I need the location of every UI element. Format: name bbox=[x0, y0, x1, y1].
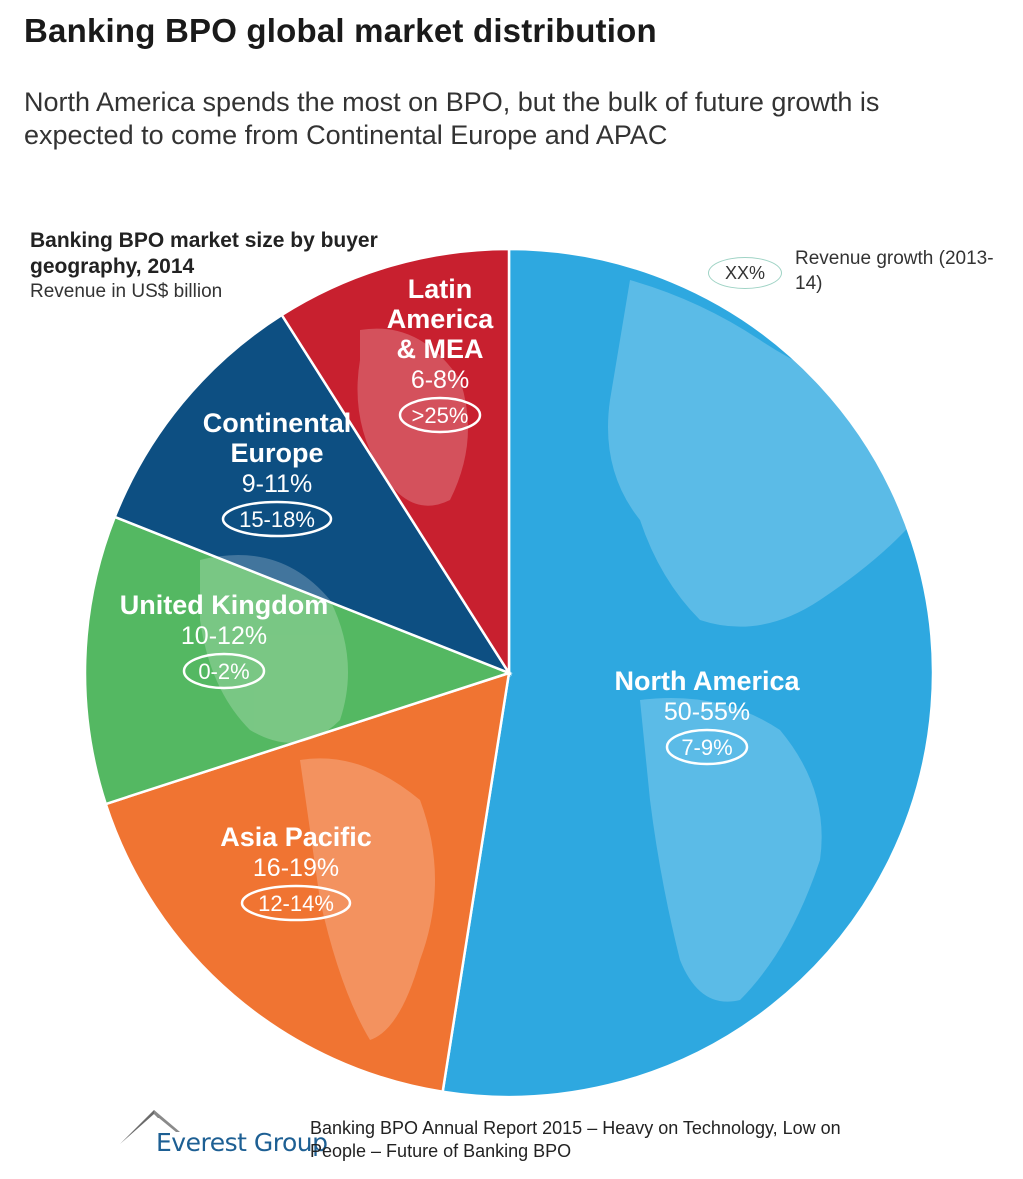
page-title: Banking BPO global market distribution bbox=[24, 12, 657, 49]
legend-label: Revenue growth (2013-14) bbox=[795, 248, 994, 294]
mountain-logo-icon bbox=[120, 1110, 180, 1144]
slice-share-label: 9-11% bbox=[242, 470, 312, 498]
pie-slice-united-kingdom bbox=[83, 515, 513, 806]
brand-logo-text: Everest Group bbox=[156, 1128, 328, 1157]
chart-caption: Banking BPO market size by buyer geograp… bbox=[30, 228, 390, 304]
chart-title: Banking BPO market size by buyer geograp… bbox=[30, 229, 378, 278]
map-landmass bbox=[640, 698, 822, 1002]
slice-share-label: 50-55% bbox=[664, 698, 750, 726]
map-landmass bbox=[357, 328, 468, 506]
legend: XX% Revenue growth (2013-14) bbox=[708, 244, 1008, 304]
growth-oval bbox=[182, 652, 266, 690]
slice-name-label: America bbox=[387, 304, 495, 334]
page-subtitle: North America spends the most on BPO, bu… bbox=[24, 87, 880, 150]
slice-name-label: Europe bbox=[230, 438, 323, 468]
growth-oval bbox=[398, 396, 482, 434]
growth-oval bbox=[665, 728, 749, 766]
legend-oval-icon bbox=[708, 257, 782, 289]
slice-growth-label: 12-14% bbox=[258, 891, 334, 916]
map-landmass bbox=[300, 758, 435, 1040]
slice-name-label: Latin bbox=[408, 274, 473, 304]
footer: Everest Group Banking BPO Annual Report … bbox=[118, 1102, 878, 1172]
slice-share-label: 16-19% bbox=[253, 854, 339, 882]
pie-slice-asia-pacific bbox=[104, 671, 511, 1094]
slice-share-label: 10-12% bbox=[181, 622, 267, 650]
slice-name-label: Asia Pacific bbox=[220, 822, 372, 852]
legend-sample: XX% bbox=[724, 263, 766, 283]
slice-growth-label: 0-2% bbox=[198, 659, 249, 684]
slice-growth-label: 7-9% bbox=[681, 735, 732, 760]
pie-slice-continental-europe bbox=[113, 313, 513, 676]
map-landmass bbox=[608, 280, 919, 627]
pie-slice-latin-america-mea bbox=[280, 247, 511, 678]
growth-oval bbox=[240, 884, 352, 922]
pie-slice-north-america bbox=[441, 247, 935, 1099]
growth-oval bbox=[221, 500, 333, 538]
chart-unit: Revenue in US$ billion bbox=[30, 281, 223, 302]
slice-name-label: Continental bbox=[203, 408, 352, 438]
slice-name-label: North America bbox=[614, 666, 800, 696]
source-note: Banking BPO Annual Report 2015 – Heavy o… bbox=[310, 1118, 841, 1161]
map-landmass bbox=[200, 555, 348, 743]
slice-growth-label: 15-18% bbox=[239, 507, 315, 532]
world-map-texture bbox=[200, 280, 919, 1040]
slice-name-label: & MEA bbox=[397, 334, 484, 364]
pie-slices bbox=[83, 247, 935, 1099]
slice-growth-label: >25% bbox=[412, 403, 469, 428]
slice-name-label: United Kingdom bbox=[120, 590, 328, 620]
slice-share-label: 6-8% bbox=[411, 366, 469, 394]
